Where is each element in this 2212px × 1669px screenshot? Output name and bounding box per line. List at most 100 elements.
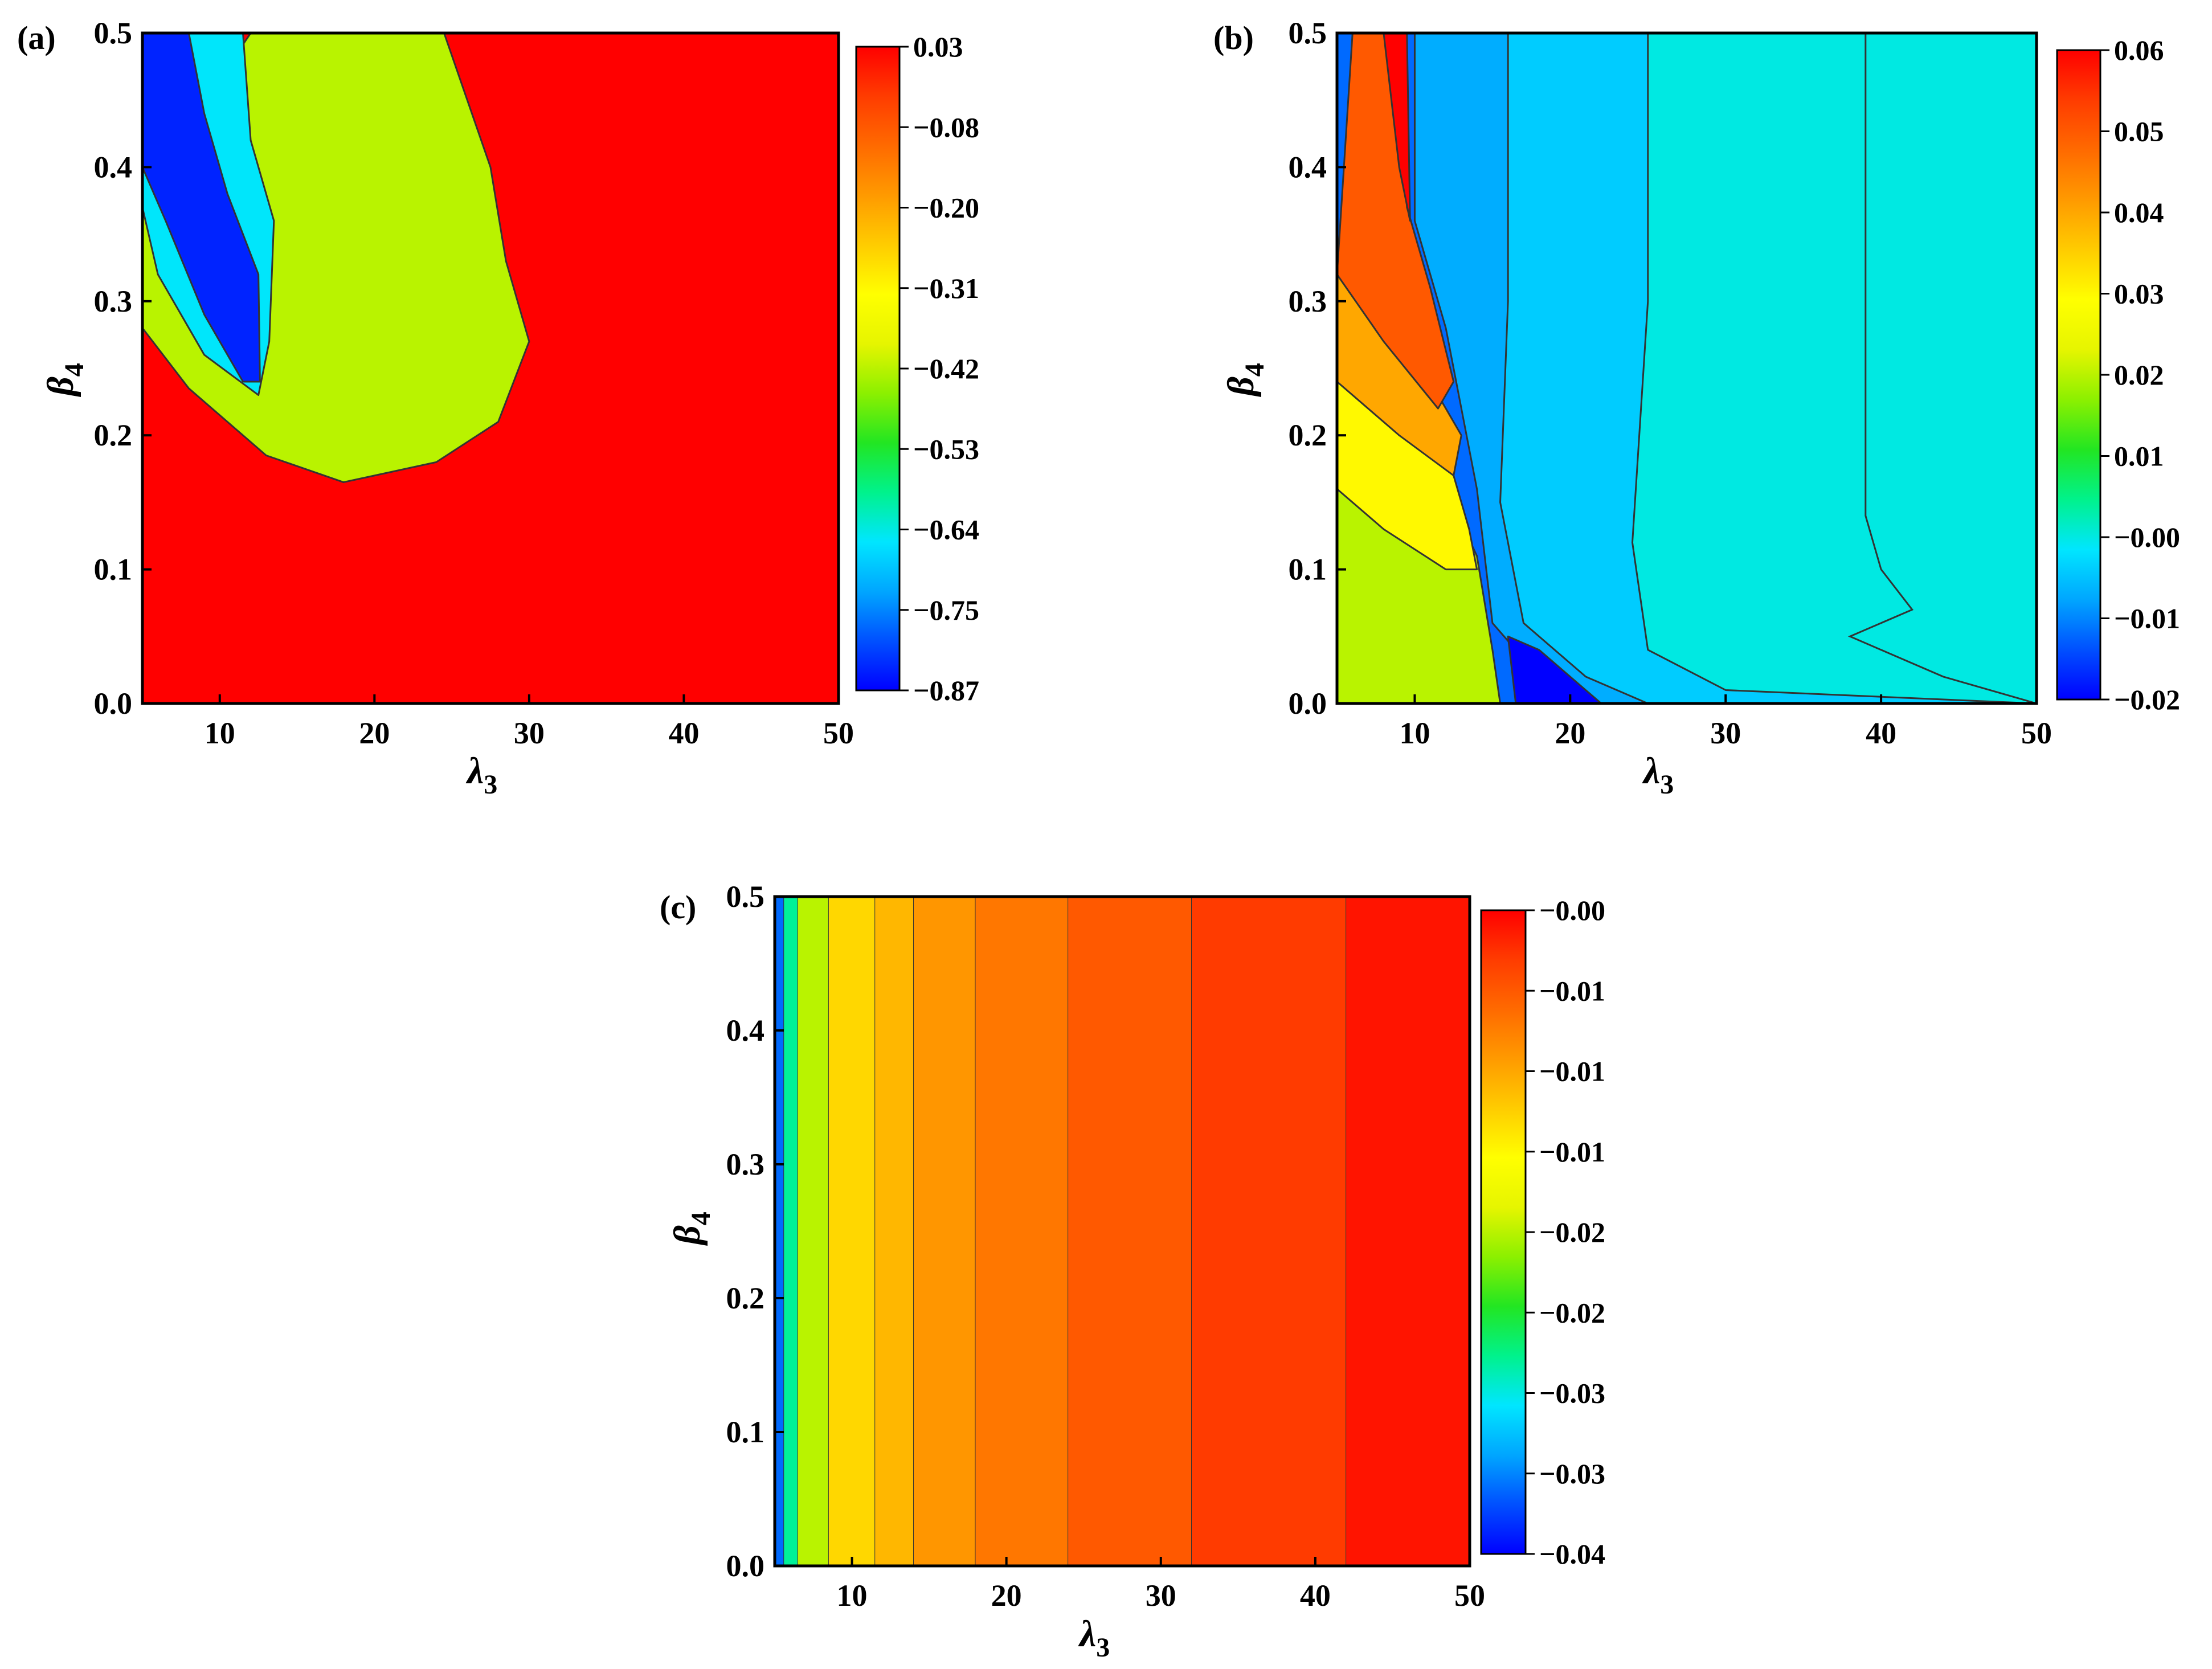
x-tick-label: 40	[1300, 1578, 1331, 1613]
y-tick-label: 0.1	[94, 553, 133, 587]
band-9	[1346, 897, 1470, 1566]
panel-a-xlabel: λ3	[465, 750, 497, 800]
panel-c-ticks: 10 20 30 40 50 0.0 0.1 0.2 0.3 0.4 0.5	[726, 880, 1486, 1613]
y-tick-label: 0.3	[726, 1147, 765, 1181]
colorbar-tick-label: −0.01	[1539, 1136, 1605, 1168]
panel-a-colorbar	[855, 46, 901, 692]
colorbar-tick-label: −0.02	[1539, 1296, 1605, 1328]
colorbar-tick-label: 0.03	[2114, 278, 2164, 310]
x-tick-label: 10	[1399, 716, 1430, 750]
band-7	[1068, 897, 1192, 1566]
colorbar-tick-label: 0.04	[2114, 197, 2164, 228]
y-tick-label: 0.3	[94, 284, 133, 318]
colorbar-tick-label: −0.53	[913, 433, 979, 465]
panel-c-plot	[775, 897, 1470, 1566]
x-tick-label: 30	[1710, 716, 1741, 750]
panel-a-ylabel: β4	[40, 363, 89, 398]
panel-b: (b) 10 20 30 40 50 0.0 0.1 0.2 0.3 0.4 0.5 λ3 β4 0…	[1213, 16, 2180, 800]
x-tick-label: 50	[2021, 716, 2052, 750]
y-tick-label: 0.4	[94, 150, 133, 184]
panel-b-frame	[1335, 31, 2038, 705]
x-tick-label: 40	[668, 716, 699, 750]
panel-c-xlabel: λ3	[1078, 1613, 1110, 1663]
band-3	[828, 897, 876, 1566]
panel-a-frame	[141, 31, 840, 705]
colorbar-tick-label: −0.31	[913, 272, 979, 304]
panel-c-tag: (c)	[660, 889, 696, 926]
panel-c-colorbar	[1480, 909, 1527, 1555]
panel-b-xlabel: λ3	[1642, 750, 1674, 800]
x-tick-label: 30	[1146, 1578, 1176, 1613]
y-tick-label: 0.3	[1289, 284, 1327, 318]
panel-b-ylabel: β4	[1220, 363, 1270, 398]
band-1	[784, 897, 799, 1566]
region-red	[1383, 33, 1411, 222]
colorbar-tick-label: −0.75	[913, 594, 979, 626]
colorbar-tick-label: −0.00	[1539, 894, 1605, 926]
panel-c-colorbar-ticks: −0.00 −0.01 −0.01 −0.01 −0.02 −0.02 −0.03 −0.03…	[1526, 894, 1605, 1570]
band-4	[875, 897, 914, 1566]
colorbar-tick-label: −0.02	[2114, 684, 2180, 715]
colorbar-tick-label: −0.08	[913, 111, 979, 143]
band-2	[798, 897, 829, 1566]
panel-b-plot	[1337, 33, 2037, 703]
band-6	[975, 897, 1069, 1566]
colorbar-tick-label: 0.01	[2114, 440, 2164, 472]
colorbar-tick-label: −0.00	[2114, 521, 2180, 553]
panel-a-plot	[142, 33, 839, 703]
colorbar-tick-label: −0.42	[913, 353, 979, 384]
x-tick-label: 40	[1866, 716, 1896, 750]
y-tick-label: 0.1	[1289, 553, 1327, 587]
colorbar-tick-label: −0.03	[1539, 1377, 1605, 1409]
panel-b-tag: (b)	[1213, 19, 1254, 56]
region-light-blue	[1337, 33, 2037, 703]
region-dark-blue-pocket	[1507, 635, 1602, 703]
y-tick-label: 0.0	[1289, 686, 1327, 721]
y-tick-label: 0.5	[726, 880, 765, 914]
panel-b-colorbar	[2056, 49, 2101, 701]
x-tick-label: 20	[991, 1578, 1022, 1613]
colorbar-tick-label: 0.03	[913, 31, 963, 63]
colorbar-tick-label: −0.01	[2114, 603, 2180, 635]
colorbar-tick-label: 0.06	[2114, 34, 2164, 66]
x-tick-label: 50	[823, 716, 854, 750]
y-tick-label: 0.4	[1289, 150, 1327, 184]
x-tick-label: 20	[359, 716, 390, 750]
y-tick-label: 0.2	[94, 418, 133, 452]
colorbar-tick-label: −0.20	[913, 192, 979, 224]
x-tick-label: 30	[514, 716, 545, 750]
panel-a: (a) 10 20 30 40 50 0.0 0.1 0.2 0.3 0.4 0.5 λ3 β4 0…	[17, 16, 979, 800]
y-tick-label: 0.2	[726, 1281, 765, 1315]
y-tick-label: 0.0	[94, 686, 133, 721]
panel-c: (c) 10 20 30 40 50 0.0 0.1 0.2 0.3 0.4 0.5 λ3 β4 −…	[660, 880, 1605, 1663]
panel-a-tag: (a)	[17, 19, 56, 56]
panel-b-colorbar-ticks: 0.06 0.05 0.04 0.03 0.02 0.01 −0.00 −0.01 −0.02	[2100, 34, 2180, 715]
colorbar-tick-label: −0.04	[1539, 1538, 1605, 1570]
x-tick-label: 50	[1454, 1578, 1485, 1613]
panel-c-frame	[773, 895, 1471, 1568]
band-5	[914, 897, 976, 1566]
y-tick-label: 0.0	[726, 1549, 765, 1583]
colorbar-tick-label: −0.64	[913, 514, 979, 546]
contour-line-main	[1847, 33, 2037, 703]
region-blue	[142, 33, 261, 383]
band-0	[775, 897, 785, 1566]
colorbar-tick-label: 0.02	[2114, 359, 2164, 391]
y-tick-label: 0.1	[726, 1415, 765, 1449]
colorbar-tick-label: −0.01	[1539, 975, 1605, 1007]
panel-b-ticks: 10 20 30 40 50 0.0 0.1 0.2 0.3 0.4 0.5	[1289, 16, 2052, 750]
x-tick-label: 10	[205, 716, 235, 750]
panel-a-ticks: 10 20 30 40 50 0.0 0.1 0.2 0.3 0.4 0.5	[94, 16, 854, 750]
y-tick-label: 0.5	[1289, 16, 1327, 50]
y-tick-label: 0.2	[1289, 418, 1327, 452]
colorbar-tick-label: −0.03	[1539, 1458, 1605, 1490]
colorbar-tick-label: −0.01	[1539, 1056, 1605, 1087]
panel-c-ylabel: β4	[667, 1212, 716, 1246]
x-tick-label: 20	[1555, 716, 1585, 750]
band-8	[1192, 897, 1347, 1566]
colorbar-tick-label: −0.87	[913, 674, 979, 706]
colorbar-tick-label: −0.02	[1539, 1216, 1605, 1248]
y-tick-label: 0.4	[726, 1013, 765, 1048]
y-tick-label: 0.5	[94, 16, 133, 50]
